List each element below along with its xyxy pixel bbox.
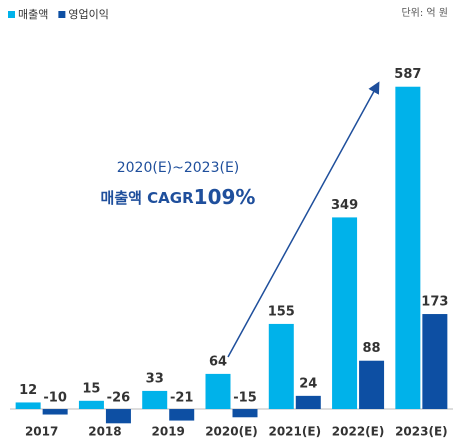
annotation-cagr: 매출액 CAGR109%: [101, 185, 256, 209]
x-tick-label: 2018: [88, 425, 121, 439]
bar: [295, 395, 321, 410]
value-label: 88: [363, 341, 381, 356]
legend-swatch: [8, 11, 15, 18]
value-label: -21: [170, 391, 194, 406]
legend-label: 영업이익: [68, 8, 108, 21]
bar: [359, 360, 385, 410]
bar: [142, 390, 168, 410]
bar: [205, 373, 231, 410]
x-tick-label: 2023(E): [395, 425, 448, 439]
legend-swatch: [58, 11, 66, 18]
x-tick-label: 2020(E): [205, 425, 258, 439]
bar: [232, 409, 258, 418]
value-label: 12: [19, 383, 37, 398]
bar: [15, 402, 41, 410]
annotation-value: 109%: [194, 185, 256, 209]
value-label: 155: [268, 304, 295, 319]
value-label: 15: [82, 381, 100, 396]
value-label: 24: [299, 376, 317, 391]
bar: [169, 409, 195, 421]
bar: [105, 409, 131, 424]
value-label: -15: [233, 391, 257, 406]
value-label: -10: [43, 391, 67, 406]
value-label: 587: [394, 67, 421, 82]
value-label: 173: [421, 295, 448, 310]
bar: [268, 323, 294, 410]
annotation-period: 2020(E)~2023(E): [117, 160, 240, 176]
x-tick-label: 2017: [25, 425, 58, 439]
annotation-label: 매출액 CAGR: [101, 189, 195, 207]
legend-label: 매출액: [18, 8, 48, 21]
unit-note: 단위: 억 원: [401, 6, 448, 19]
x-tick-label: 2021(E): [268, 425, 321, 439]
value-label: -26: [107, 391, 131, 406]
bar: [78, 400, 104, 410]
trend-arrow: [227, 81, 380, 358]
bar: [422, 314, 448, 410]
x-tick-label: 2022(E): [332, 425, 385, 439]
bar: [42, 409, 68, 415]
value-label: 33: [146, 371, 164, 386]
bar: [332, 217, 358, 410]
value-label: 349: [331, 198, 358, 213]
x-tick-label: 2019: [152, 425, 185, 439]
bar: [395, 86, 421, 410]
value-label: 64: [209, 354, 227, 369]
